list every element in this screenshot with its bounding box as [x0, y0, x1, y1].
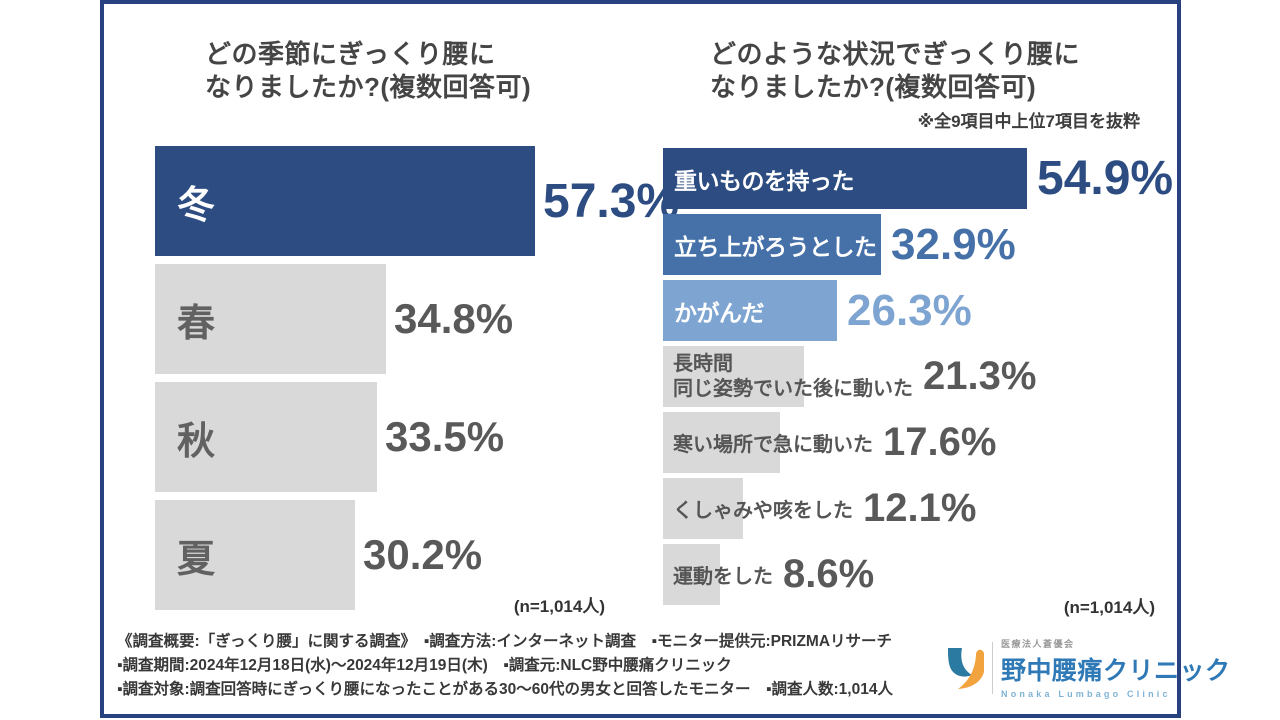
season-bar-winter: 冬	[155, 146, 535, 256]
situation-label-3: かがんだ	[674, 299, 765, 326]
situation-label-6: くしゃみや咳をした	[673, 500, 853, 522]
right-chart-title-line2: なりましたか?(複数回答可)	[710, 72, 1037, 102]
situation-bar-row-1: 重いものを持った 54.9%	[663, 148, 1173, 209]
right-sample-size: (n=1,014人)	[1063, 598, 1155, 617]
season-bar-autumn: 秋	[155, 382, 377, 492]
situation-label-2: 立ち上がろうとした	[674, 233, 877, 260]
situation-label-4: 長時間 同じ姿勢でいた後に動いた	[673, 352, 913, 402]
situation-bar-row-3: かがんだ 26.3%	[663, 280, 1173, 341]
situation-bar-row-2: 立ち上がろうとした 32.9%	[663, 214, 1173, 275]
season-bar-spring: 春	[155, 264, 386, 374]
situation-value-4: 21.3%	[923, 354, 1037, 398]
situation-label-5: 寒い場所で急に動いた	[673, 434, 873, 456]
situation-label-4-line2: 同じ姿勢でいた後に動いた	[673, 377, 913, 400]
season-bar-row-spring: 春 34.8%	[155, 264, 679, 374]
situation-label-1: 重いものを持った	[674, 167, 855, 194]
season-bar-row-summer: 夏 30.2%	[155, 500, 679, 610]
situation-value-2: 32.9%	[891, 219, 1016, 269]
right-chart: 重いものを持った 54.9% 立ち上がろうとした 32.9% かがんだ 26.3…	[663, 148, 1173, 610]
situation-bar-1: 重いものを持った	[663, 148, 1027, 209]
season-label-winter: 冬	[177, 184, 216, 227]
season-label-summer: 夏	[177, 538, 216, 581]
situation-value-3: 26.3%	[847, 285, 972, 335]
survey-summary: 《調査概要:「ぎっくり腰」に関する調査》 ▪調査方法:インターネット調査 ▪モニ…	[117, 630, 893, 702]
clinic-name: 野中腰痛クリニック	[1001, 657, 1231, 685]
situation-row-6-content: くしゃみや咳をした 12.1%	[663, 478, 1173, 539]
season-value-autumn: 33.5%	[385, 413, 505, 460]
situation-bar-6	[663, 478, 743, 539]
right-chart-title: どのような状況でぎっくり腰に なりましたか?(複数回答可)	[710, 38, 1080, 104]
season-value-spring: 34.8%	[394, 295, 514, 342]
situation-value-5: 17.6%	[883, 420, 997, 464]
situation-bar-2: 立ち上がろうとした	[663, 214, 881, 275]
situation-bar-7	[663, 544, 720, 605]
right-chart-title-line1: どのような状況でぎっくり腰に	[710, 39, 1080, 69]
season-label-spring: 春	[177, 302, 216, 345]
situation-bar-row-6: くしゃみや咳をした 12.1%	[663, 478, 1173, 539]
situation-bar-4	[663, 346, 804, 407]
situation-value-7: 8.6%	[783, 552, 875, 596]
situation-bar-row-4: 長時間 同じ姿勢でいた後に動いた 21.3%	[663, 346, 1173, 407]
left-chart-title-line2: なりましたか?(複数回答可)	[205, 72, 532, 102]
clinic-corporation-name: 医療法人蒼優会	[1001, 639, 1075, 649]
situation-bar-row-5: 寒い場所で急に動いた 17.6%	[663, 412, 1173, 473]
situation-row-7-content: 運動をした 8.6%	[663, 544, 1173, 605]
situation-label-7: 運動をした	[673, 566, 773, 588]
clinic-logo-text: 医療法人蒼優会 野中腰痛クリニック Nonaka Lumbago Clinic	[1001, 637, 1231, 699]
season-bar-summer: 夏	[155, 500, 355, 610]
season-bar-row-autumn: 秋 33.5%	[155, 382, 679, 492]
left-chart: 冬 57.3% 春 34.8% 秋 33.5% 夏 30.2%	[155, 146, 679, 618]
survey-summary-line1: 《調査概要:「ぎっくり腰」に関する調査》 ▪調査方法:インターネット調査 ▪モニ…	[117, 633, 893, 650]
clinic-logo-mark-icon	[948, 648, 984, 689]
season-label-autumn: 秋	[177, 420, 216, 463]
logo-divider	[992, 642, 993, 694]
survey-summary-line2: ▪調査期間:2024年12月18日(水)〜2024年12月19日(木) ▪調査元…	[117, 657, 732, 674]
survey-summary-line3: ▪調査対象:調査回答時にぎっくり腰になったことがある30〜60代の男女と回答した…	[117, 681, 893, 698]
situation-bar-row-7: 運動をした 8.6%	[663, 544, 1173, 605]
situation-label-4-line1: 長時間	[673, 352, 733, 375]
situation-bar-5	[663, 412, 780, 473]
situation-value-1: 54.9%	[1037, 152, 1174, 205]
situation-row-5-content: 寒い場所で急に動いた 17.6%	[663, 412, 1173, 473]
situation-value-6: 12.1%	[863, 486, 977, 530]
left-sample-size: (n=1,014人)	[513, 597, 605, 616]
season-value-summer: 30.2%	[363, 531, 483, 578]
left-chart-title: どの季節にぎっくり腰に なりましたか?(複数回答可)	[205, 38, 531, 104]
clinic-logo: 医療法人蒼優会 野中腰痛クリニック Nonaka Lumbago Clinic	[944, 637, 1231, 699]
right-chart-note: ※全9項目中上位7項目を抜粋	[917, 112, 1140, 131]
situation-bar-3: かがんだ	[663, 280, 837, 341]
situation-row-4-content: 長時間 同じ姿勢でいた後に動いた 21.3%	[663, 346, 1173, 407]
season-value-winter: 57.3%	[543, 174, 680, 228]
clinic-name-english: Nonaka Lumbago Clinic	[1001, 689, 1171, 699]
season-bar-row-winter: 冬 57.3%	[155, 146, 679, 256]
left-chart-title-line1: どの季節にぎっくり腰に	[205, 39, 496, 69]
